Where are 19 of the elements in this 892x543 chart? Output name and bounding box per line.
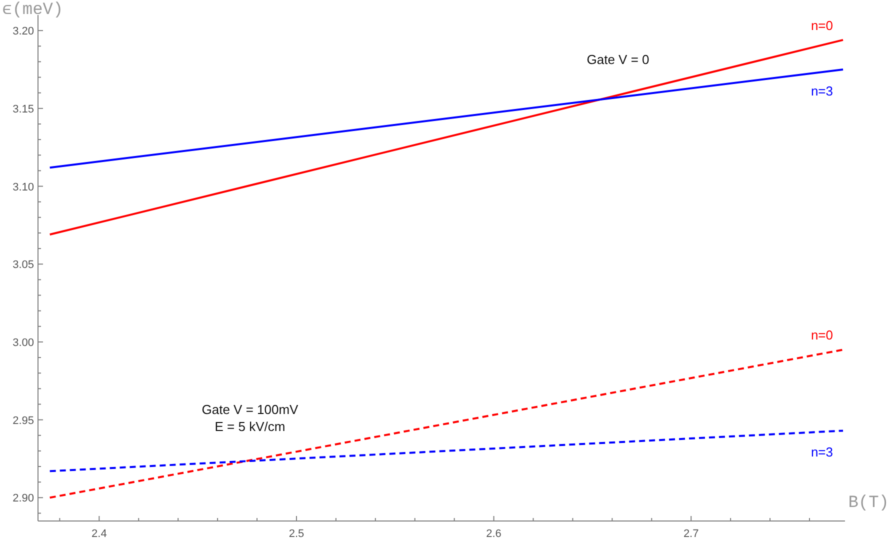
x-tick-label: 2.5 xyxy=(288,528,304,540)
series-label: n=0 xyxy=(810,18,834,33)
x-tick-label: 2.4 xyxy=(92,528,107,540)
y-tick-label: 3.05 xyxy=(12,259,34,272)
y-tick-label: 2.95 xyxy=(12,414,34,427)
annotation: Gate V = 100mV E = 5 kV/cm xyxy=(202,402,299,434)
y-tick-label: 3.00 xyxy=(12,336,34,349)
x-tick-label: 2.6 xyxy=(486,528,502,540)
y-tick-label: 3.15 xyxy=(12,103,34,116)
y-axis-title: ϵ(meV) xyxy=(2,1,64,20)
y-tick-label: 3.10 xyxy=(12,181,34,194)
y-tick-label: 3.20 xyxy=(12,26,34,38)
x-tick-label: 2.7 xyxy=(683,528,699,540)
annotation: Gate V = 0 xyxy=(586,52,650,67)
series-label: n=3 xyxy=(810,83,834,98)
series-label: n=3 xyxy=(810,444,834,460)
y-tick-label: 2.90 xyxy=(12,492,34,505)
series-label: n=0 xyxy=(810,328,834,343)
x-axis-title: B(T) xyxy=(848,494,889,513)
